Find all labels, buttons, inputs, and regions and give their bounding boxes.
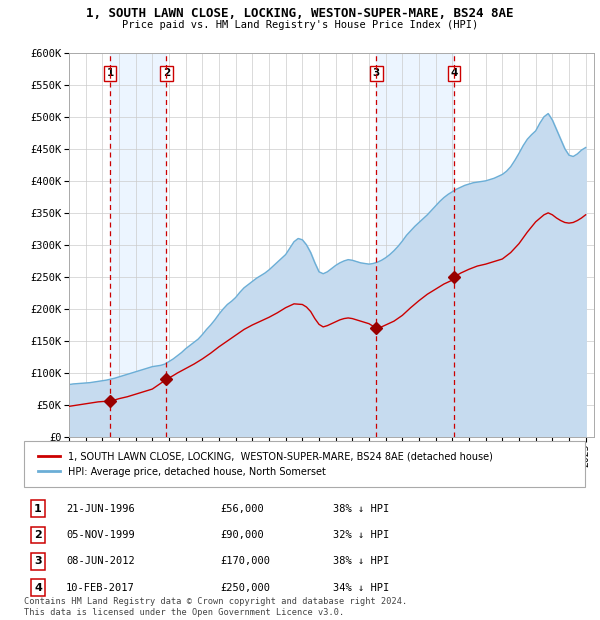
Text: 2: 2	[163, 68, 170, 78]
Text: 10-FEB-2017: 10-FEB-2017	[66, 583, 135, 593]
Legend: 1, SOUTH LAWN CLOSE, LOCKING,  WESTON-SUPER-MARE, BS24 8AE (detached house), HPI: 1, SOUTH LAWN CLOSE, LOCKING, WESTON-SUP…	[34, 448, 496, 480]
Bar	[376, 53, 454, 437]
Text: 34% ↓ HPI: 34% ↓ HPI	[332, 583, 389, 593]
Text: £170,000: £170,000	[220, 557, 271, 567]
Text: 1, SOUTH LAWN CLOSE, LOCKING, WESTON-SUPER-MARE, BS24 8AE: 1, SOUTH LAWN CLOSE, LOCKING, WESTON-SUP…	[86, 7, 514, 20]
Text: Price paid vs. HM Land Registry's House Price Index (HPI): Price paid vs. HM Land Registry's House …	[122, 20, 478, 30]
Text: 4: 4	[34, 583, 42, 593]
Text: 32% ↓ HPI: 32% ↓ HPI	[332, 530, 389, 540]
Text: 3: 3	[34, 557, 42, 567]
Text: 38% ↓ HPI: 38% ↓ HPI	[332, 557, 389, 567]
Text: £56,000: £56,000	[220, 504, 264, 514]
Text: 1: 1	[34, 504, 42, 514]
Text: £250,000: £250,000	[220, 583, 271, 593]
Text: 4: 4	[451, 68, 458, 78]
Text: Contains HM Land Registry data © Crown copyright and database right 2024.
This d: Contains HM Land Registry data © Crown c…	[24, 598, 407, 617]
Text: 2: 2	[34, 530, 42, 540]
Text: 3: 3	[373, 68, 380, 78]
Text: 05-NOV-1999: 05-NOV-1999	[66, 530, 135, 540]
Text: £90,000: £90,000	[220, 530, 264, 540]
Text: 08-JUN-2012: 08-JUN-2012	[66, 557, 135, 567]
Bar	[110, 53, 166, 437]
Text: 38% ↓ HPI: 38% ↓ HPI	[332, 504, 389, 514]
Text: 1: 1	[107, 68, 114, 78]
Text: 21-JUN-1996: 21-JUN-1996	[66, 504, 135, 514]
